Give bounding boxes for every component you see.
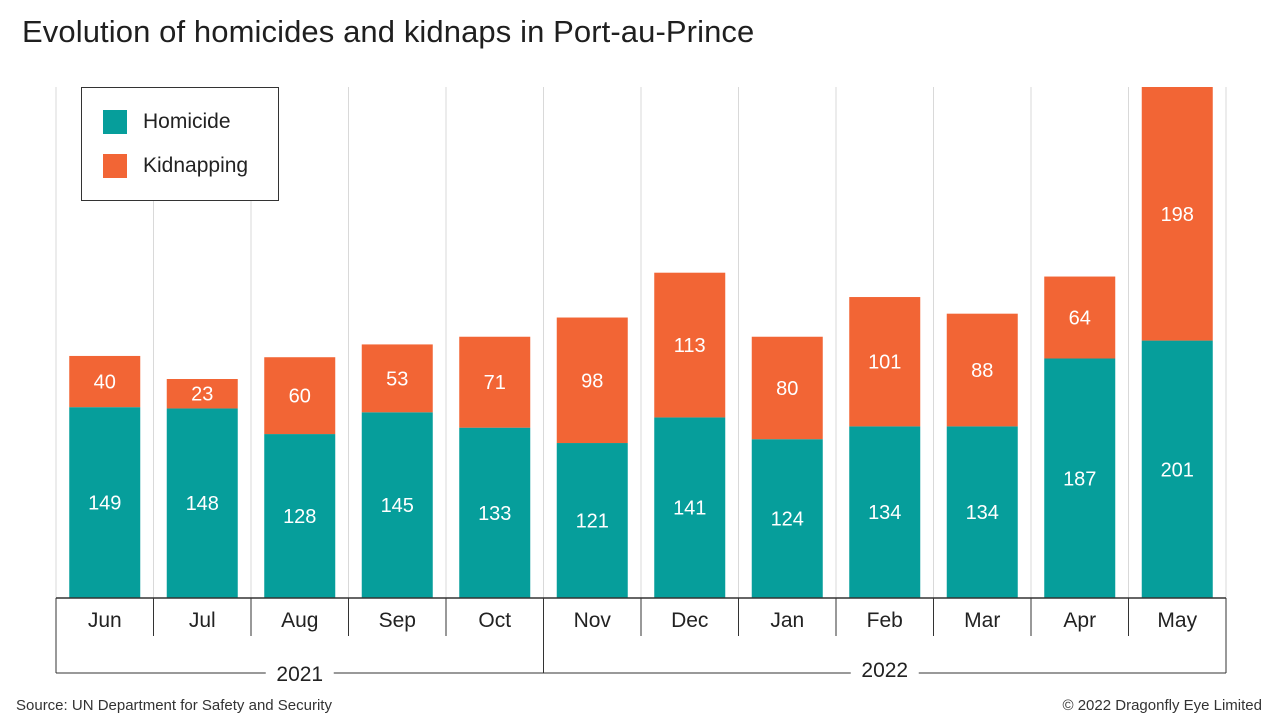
month-tick-label: May [1157,609,1197,632]
data-label-homicide: 134 [966,502,999,524]
bar-kidnapping-jun [69,355,141,408]
copyright-note: © 2022 Dragonfly Eye Limited [1062,697,1263,714]
bar-kidnapping-sep [361,344,433,413]
bar-homicide-jan [751,439,823,598]
data-label-homicide: 134 [868,502,901,524]
bar-kidnapping-may [1141,87,1213,341]
bar-homicide-jun [69,407,141,598]
month-tick-label: Nov [574,609,612,632]
data-label-homicide: 149 [88,493,121,515]
bar-kidnapping-dec [654,272,726,418]
data-label-homicide: 201 [1161,459,1194,481]
month-tick-label: Jan [770,609,804,632]
bar-kidnapping-jan [751,336,823,440]
bar-kidnapping-apr [1044,276,1116,359]
bar-homicide-apr [1044,358,1116,598]
bar-kidnapping-feb [849,297,921,427]
bar-kidnapping-nov [556,317,628,444]
bar-kidnapping-aug [264,357,336,435]
data-label-kidnapping: 40 [94,372,116,394]
data-label-kidnapping: 64 [1069,308,1091,330]
data-label-kidnapping: 71 [484,372,506,394]
data-label-kidnapping: 101 [868,352,901,374]
bar-kidnapping-mar [946,313,1018,427]
bar-kidnapping-oct [459,336,531,428]
month-tick-label: Oct [478,609,511,632]
year-label-2021: 2021 [276,663,323,686]
bar-homicide-nov [556,443,628,598]
bar-homicide-sep [361,412,433,598]
data-label-homicide: 187 [1063,468,1096,490]
bar-homicide-jul [166,408,238,598]
data-label-kidnapping: 98 [581,370,603,392]
bar-homicide-oct [459,427,531,598]
data-label-kidnapping: 80 [776,378,798,400]
legend-swatch-kidnapping [103,154,127,178]
legend-label-homicide: Homicide [143,110,231,133]
month-tick-label: Sep [379,609,416,632]
data-label-kidnapping: 198 [1161,204,1194,226]
legend: Homicide Kidnapping [81,87,279,201]
month-tick-label: Jun [88,609,122,632]
data-label-homicide: 148 [186,493,219,515]
bar-kidnapping-jul [166,379,238,409]
bar-homicide-dec [654,417,726,598]
data-label-kidnapping: 60 [289,386,311,408]
data-label-homicide: 133 [478,503,511,525]
data-label-kidnapping: 23 [191,384,213,406]
legend-label-kidnapping: Kidnapping [143,154,249,177]
bar-homicide-may [1141,340,1213,598]
data-label-homicide: 141 [673,498,706,520]
month-tick-label: Dec [671,609,708,632]
bar-homicide-mar [946,426,1018,598]
month-tick-label: Apr [1063,609,1096,632]
legend-item-homicide: Homicide [103,110,231,134]
bar-homicide-feb [849,426,921,598]
data-label-kidnapping: 88 [971,360,993,382]
month-tick-label: Feb [867,609,903,632]
bar-homicide-aug [264,434,336,598]
year-label-2022: 2022 [861,659,908,682]
data-label-homicide: 128 [283,506,316,528]
legend-item-kidnapping: Kidnapping [103,154,248,178]
month-tick-label: Mar [964,609,1000,632]
data-label-homicide: 124 [771,509,804,531]
data-label-kidnapping: 53 [386,368,408,390]
chart-title: Evolution of homicides and kidnaps in Po… [22,14,755,49]
data-label-homicide: 145 [381,495,414,517]
source-note: Source: UN Department for Safety and Sec… [16,697,332,714]
month-tick-label: Jul [189,609,216,632]
data-label-kidnapping: 113 [674,335,706,357]
data-label-homicide: 121 [576,511,609,533]
legend-swatch-homicide [103,110,127,134]
month-tick-label: Aug [281,609,318,632]
